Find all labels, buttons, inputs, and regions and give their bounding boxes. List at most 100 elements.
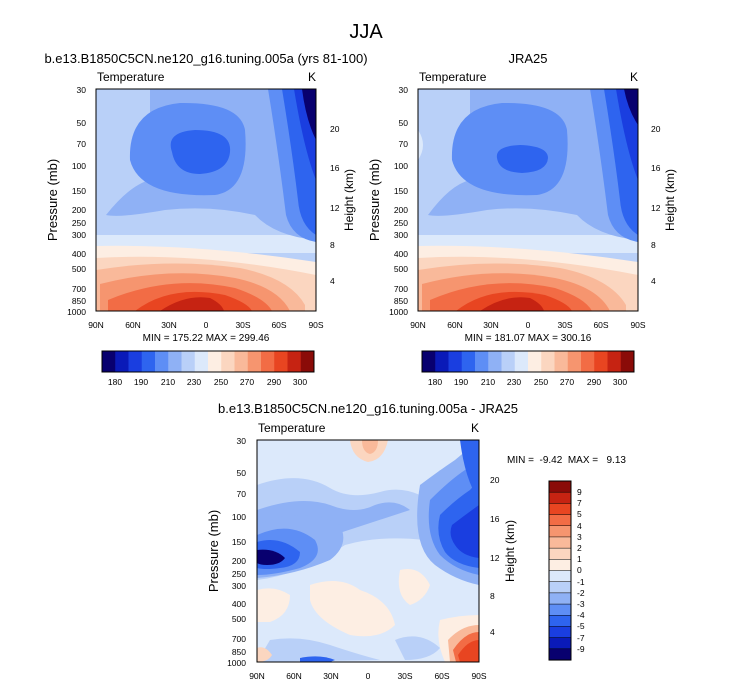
colorbar-cell <box>548 536 572 549</box>
height-tick: 8 <box>651 240 656 250</box>
colorbar-cell <box>102 351 116 372</box>
panel-model-title: b.e13.B1850C5CN.ne120_g16.tuning.005a (y… <box>44 51 367 66</box>
colorbar-label: 300 <box>613 377 627 387</box>
colorbar-cell <box>141 351 156 372</box>
figure-title: JJA <box>349 21 383 43</box>
colorbar-label: 270 <box>560 377 574 387</box>
ytick: 100 <box>232 512 246 522</box>
panel-diff-right-label: K <box>471 421 479 435</box>
panel-model-ylabel-right: Height (km) <box>342 169 356 231</box>
band-12 <box>496 145 548 173</box>
xtick: 60S <box>593 320 608 330</box>
panel-jra25-ylabel-right: Height (km) <box>663 169 677 231</box>
height-tick: 8 <box>490 591 495 601</box>
colorbar-frame <box>548 480 572 661</box>
height-tick: 16 <box>490 514 500 524</box>
colorbar-cell <box>115 351 129 372</box>
ytick: 150 <box>72 186 86 196</box>
ytick: 700 <box>394 284 408 294</box>
colorbar-label: 290 <box>267 377 281 387</box>
colorbar-cell <box>488 351 502 372</box>
xtick: 30N <box>323 671 339 681</box>
panel-diff-title: b.e13.B1850C5CN.ne120_g16.tuning.005a - … <box>218 401 518 416</box>
xtick: 60S <box>271 320 286 330</box>
xtick: 60N <box>286 671 302 681</box>
colorbar-cell <box>548 603 572 616</box>
colorbar-cell <box>541 351 555 372</box>
colorbar-label: 210 <box>161 377 175 387</box>
ytick: 250 <box>232 569 246 579</box>
colorbar-cell <box>528 351 542 372</box>
ytick: 850 <box>232 647 246 657</box>
colorbar-cell <box>435 351 449 372</box>
ytick: 300 <box>394 230 408 240</box>
colorbar-label: 180 <box>428 377 442 387</box>
band-16 <box>624 89 638 125</box>
height-tick: 20 <box>490 475 500 485</box>
colorbar-cell <box>155 351 169 372</box>
panel-diff-left-label: Temperature <box>258 421 326 435</box>
ytick: 400 <box>72 249 86 259</box>
colorbar-cell <box>548 637 572 650</box>
panel-model-left-label: Temperature <box>97 70 165 84</box>
colorbar-cell <box>514 351 529 372</box>
panel-jra25-contours <box>418 89 638 311</box>
panel-diff: b.e13.B1850C5CN.ne120_g16.tuning.005a - … <box>206 401 626 681</box>
colorbar-cell <box>300 351 315 372</box>
band-15 <box>460 440 479 500</box>
panel-jra25-left-label: Temperature <box>419 70 487 84</box>
band-8 <box>160 297 224 311</box>
colorbar-cell <box>234 351 249 372</box>
colorbar-cell <box>548 648 572 661</box>
ytick: 100 <box>394 161 408 171</box>
panel-model-height-ticks: 20 16 12 8 4 <box>330 124 340 286</box>
ytick: 30 <box>77 85 87 95</box>
colorbar-cell <box>475 351 489 372</box>
colorbar-frame <box>101 350 315 373</box>
colorbar-cell <box>287 351 302 372</box>
colorbar-label: 7 <box>577 498 582 508</box>
ytick: 200 <box>232 556 246 566</box>
band-24 <box>395 636 440 660</box>
xtick: 90S <box>308 320 323 330</box>
colorbar-label: -1 <box>577 577 585 587</box>
ytick: 250 <box>394 218 408 228</box>
panel-model-stats: MIN = 175.22 MAX = 299.46 <box>143 333 270 344</box>
panel-diff-ylabel-right: Height (km) <box>503 520 517 582</box>
ytick: 200 <box>72 205 86 215</box>
xtick: 0 <box>366 671 371 681</box>
height-tick: 4 <box>490 627 495 637</box>
colorbar-cell <box>501 351 516 372</box>
colorbar-cell <box>548 503 572 516</box>
ytick: 500 <box>394 264 408 274</box>
xtick: 30N <box>483 320 499 330</box>
panel-model-frame <box>95 88 317 312</box>
ytick: 70 <box>237 489 247 499</box>
colorbar-cell <box>607 351 622 372</box>
colorbar-cell <box>221 351 235 372</box>
colorbar-label: 4 <box>577 521 582 531</box>
band-18 <box>398 569 430 605</box>
panel-diff-ylabel: Pressure (mb) <box>206 510 221 592</box>
xtick: 60N <box>125 320 141 330</box>
panel-model: b.e13.B1850C5CN.ne120_g16.tuning.005a (y… <box>44 51 367 387</box>
colorbar-label: 300 <box>293 377 307 387</box>
xtick: 30N <box>161 320 177 330</box>
xtick: 90S <box>471 671 486 681</box>
band-16 <box>310 581 395 637</box>
colorbar-cell <box>548 626 572 639</box>
xtick: 60S <box>434 671 449 681</box>
colorbar-label: 290 <box>587 377 601 387</box>
ytick: 300 <box>232 581 246 591</box>
ytick: 400 <box>232 599 246 609</box>
ytick: 700 <box>232 634 246 644</box>
ytick: 500 <box>72 264 86 274</box>
colorbar-cell <box>548 615 572 627</box>
height-tick: 12 <box>490 553 500 563</box>
colorbar-cell <box>548 592 572 605</box>
ytick: 300 <box>72 230 86 240</box>
ytick: 100 <box>72 161 86 171</box>
xtick: 90N <box>88 320 104 330</box>
colorbar-label: 2 <box>577 543 582 553</box>
